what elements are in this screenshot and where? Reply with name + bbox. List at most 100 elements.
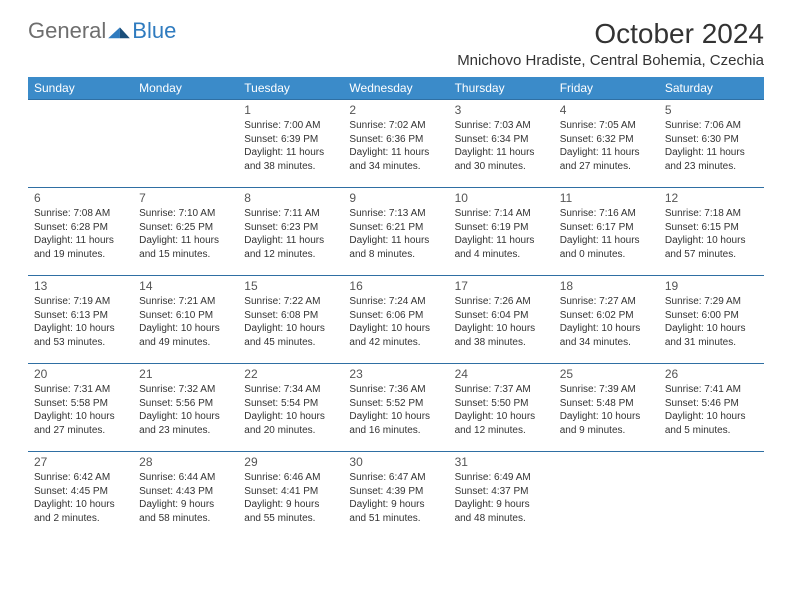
sunset-text: Sunset: 6:00 PM bbox=[665, 309, 758, 323]
sunrise-text: Sunrise: 6:42 AM bbox=[34, 471, 127, 485]
sunrise-text: Sunrise: 7:26 AM bbox=[455, 295, 548, 309]
calendar-day-cell: 5Sunrise: 7:06 AMSunset: 6:30 PMDaylight… bbox=[659, 100, 764, 188]
daylight-text: Daylight: 10 hours and 5 minutes. bbox=[665, 410, 758, 437]
daylight-text: Daylight: 10 hours and 53 minutes. bbox=[34, 322, 127, 349]
day-number: 26 bbox=[665, 367, 758, 381]
calendar-day-cell: 22Sunrise: 7:34 AMSunset: 5:54 PMDayligh… bbox=[238, 364, 343, 452]
daylight-text: Daylight: 10 hours and 27 minutes. bbox=[34, 410, 127, 437]
sunrise-text: Sunrise: 6:49 AM bbox=[455, 471, 548, 485]
daylight-text: Daylight: 11 hours and 4 minutes. bbox=[455, 234, 548, 261]
sunset-text: Sunset: 5:50 PM bbox=[455, 397, 548, 411]
day-number: 29 bbox=[244, 455, 337, 469]
sunrise-text: Sunrise: 7:37 AM bbox=[455, 383, 548, 397]
day-number: 27 bbox=[34, 455, 127, 469]
sunset-text: Sunset: 6:10 PM bbox=[139, 309, 232, 323]
calendar-body: 1 Sunrise: 7:00 AMSunset: 6:39 PMDaylight… bbox=[28, 100, 764, 540]
sunset-text: Sunset: 4:39 PM bbox=[349, 485, 442, 499]
sunrise-text: Sunrise: 6:47 AM bbox=[349, 471, 442, 485]
calendar-day-cell: 7Sunrise: 7:10 AMSunset: 6:25 PMDaylight… bbox=[133, 188, 238, 276]
sunrise-text: Sunrise: 7:13 AM bbox=[349, 207, 442, 221]
day-info: Sunrise: 7:36 AMSunset: 5:52 PMDaylight:… bbox=[349, 383, 442, 437]
day-info: Sunrise: 7:22 AMSunset: 6:08 PMDaylight:… bbox=[244, 295, 337, 349]
daylight-text: Daylight: 10 hours and 16 minutes. bbox=[349, 410, 442, 437]
calendar-day-cell: 19Sunrise: 7:29 AMSunset: 6:00 PMDayligh… bbox=[659, 276, 764, 364]
sunrise-text: Sunrise: 7:14 AM bbox=[455, 207, 548, 221]
day-number: 13 bbox=[34, 279, 127, 293]
day-number: 7 bbox=[139, 191, 232, 205]
daylight-text: Daylight: 10 hours and 20 minutes. bbox=[244, 410, 337, 437]
day-info: Sunrise: 7:21 AMSunset: 6:10 PMDaylight:… bbox=[139, 295, 232, 349]
sunset-text: Sunset: 6:30 PM bbox=[665, 133, 758, 147]
daylight-text: Daylight: 9 hours and 55 minutes. bbox=[244, 498, 337, 525]
calendar-day-cell: 14Sunrise: 7:21 AMSunset: 6:10 PMDayligh… bbox=[133, 276, 238, 364]
logo-text-general: General bbox=[28, 18, 106, 44]
daylight-text: Daylight: 11 hours and 23 minutes. bbox=[665, 146, 758, 173]
logo: General Blue bbox=[28, 18, 176, 44]
location: Mnichovo Hradiste, Central Bohemia, Czec… bbox=[457, 52, 764, 69]
sunset-text: Sunset: 6:21 PM bbox=[349, 221, 442, 235]
dayname-header: Sunday bbox=[28, 77, 133, 100]
sunrise-text: Sunrise: 7:22 AM bbox=[244, 295, 337, 309]
daylight-text: Daylight: 11 hours and 27 minutes. bbox=[560, 146, 653, 173]
calendar-empty-cell bbox=[133, 100, 238, 188]
month-title: October 2024 bbox=[457, 18, 764, 50]
sunrise-text: Sunrise: 7:00 AM bbox=[244, 119, 337, 133]
sunset-text: Sunset: 4:45 PM bbox=[34, 485, 127, 499]
calendar-week-row: 1 Sunrise: 7:00 AMSunset: 6:39 PMDaylight… bbox=[28, 100, 764, 188]
calendar-day-cell: 18Sunrise: 7:27 AMSunset: 6:02 PMDayligh… bbox=[554, 276, 659, 364]
day-number: 30 bbox=[349, 455, 442, 469]
day-number: 12 bbox=[665, 191, 758, 205]
day-info: Sunrise: 7:29 AMSunset: 6:00 PMDaylight:… bbox=[665, 295, 758, 349]
header: General Blue October 2024 Mnichovo Hradi… bbox=[28, 18, 764, 69]
sunset-text: Sunset: 5:56 PM bbox=[139, 397, 232, 411]
sunrise-text: Sunrise: 7:24 AM bbox=[349, 295, 442, 309]
sunset-text: Sunset: 6:15 PM bbox=[665, 221, 758, 235]
calendar-day-cell: 29Sunrise: 6:46 AMSunset: 4:41 PMDayligh… bbox=[238, 452, 343, 540]
calendar-day-cell: 12Sunrise: 7:18 AMSunset: 6:15 PMDayligh… bbox=[659, 188, 764, 276]
day-info: Sunrise: 7:02 AMSunset: 6:36 PMDaylight:… bbox=[349, 119, 442, 173]
day-number: 3 bbox=[455, 103, 548, 117]
sunset-text: Sunset: 6:32 PM bbox=[560, 133, 653, 147]
day-info: Sunrise: 7:00 AMSunset: 6:39 PMDaylight:… bbox=[244, 119, 337, 173]
calendar-day-cell: 2Sunrise: 7:02 AMSunset: 6:36 PMDaylight… bbox=[343, 100, 448, 188]
day-info: Sunrise: 6:44 AMSunset: 4:43 PMDaylight:… bbox=[139, 471, 232, 525]
sunrise-text: Sunrise: 7:11 AM bbox=[244, 207, 337, 221]
sunset-text: Sunset: 6:19 PM bbox=[455, 221, 548, 235]
dayname-header: Wednesday bbox=[343, 77, 448, 100]
day-number: 9 bbox=[349, 191, 442, 205]
calendar-day-cell: 6Sunrise: 7:08 AMSunset: 6:28 PMDaylight… bbox=[28, 188, 133, 276]
sunrise-text: Sunrise: 7:36 AM bbox=[349, 383, 442, 397]
calendar-day-cell: 1 Sunrise: 7:00 AMSunset: 6:39 PMDaylight… bbox=[238, 100, 343, 188]
day-info: Sunrise: 7:37 AMSunset: 5:50 PMDaylight:… bbox=[455, 383, 548, 437]
sunset-text: Sunset: 6:04 PM bbox=[455, 309, 548, 323]
daylight-text: Daylight: 11 hours and 34 minutes. bbox=[349, 146, 442, 173]
daylight-text: Daylight: 11 hours and 38 minutes. bbox=[244, 146, 337, 173]
calendar-empty-cell bbox=[28, 100, 133, 188]
daylight-text: Daylight: 11 hours and 0 minutes. bbox=[560, 234, 653, 261]
sunset-text: Sunset: 5:52 PM bbox=[349, 397, 442, 411]
calendar-empty-cell bbox=[659, 452, 764, 540]
daylight-text: Daylight: 10 hours and 45 minutes. bbox=[244, 322, 337, 349]
sunrise-text: Sunrise: 7:21 AM bbox=[139, 295, 232, 309]
day-number: 1 bbox=[244, 103, 337, 117]
day-info: Sunrise: 7:39 AMSunset: 5:48 PMDaylight:… bbox=[560, 383, 653, 437]
day-number: 11 bbox=[560, 191, 653, 205]
sunset-text: Sunset: 6:34 PM bbox=[455, 133, 548, 147]
sunset-text: Sunset: 6:36 PM bbox=[349, 133, 442, 147]
day-info: Sunrise: 7:34 AMSunset: 5:54 PMDaylight:… bbox=[244, 383, 337, 437]
sunset-text: Sunset: 6:23 PM bbox=[244, 221, 337, 235]
sunset-text: Sunset: 6:08 PM bbox=[244, 309, 337, 323]
dayname-header: Tuesday bbox=[238, 77, 343, 100]
calendar-page: General Blue October 2024 Mnichovo Hradi… bbox=[0, 0, 792, 558]
calendar-day-cell: 27Sunrise: 6:42 AMSunset: 4:45 PMDayligh… bbox=[28, 452, 133, 540]
sunrise-text: Sunrise: 7:39 AM bbox=[560, 383, 653, 397]
sunset-text: Sunset: 6:06 PM bbox=[349, 309, 442, 323]
sunrise-text: Sunrise: 7:18 AM bbox=[665, 207, 758, 221]
calendar-day-cell: 23Sunrise: 7:36 AMSunset: 5:52 PMDayligh… bbox=[343, 364, 448, 452]
sunrise-text: Sunrise: 7:02 AM bbox=[349, 119, 442, 133]
daylight-text: Daylight: 10 hours and 34 minutes. bbox=[560, 322, 653, 349]
calendar-empty-cell bbox=[554, 452, 659, 540]
calendar-day-cell: 17Sunrise: 7:26 AMSunset: 6:04 PMDayligh… bbox=[449, 276, 554, 364]
dayname-header: Friday bbox=[554, 77, 659, 100]
logo-text-blue: Blue bbox=[132, 18, 176, 44]
